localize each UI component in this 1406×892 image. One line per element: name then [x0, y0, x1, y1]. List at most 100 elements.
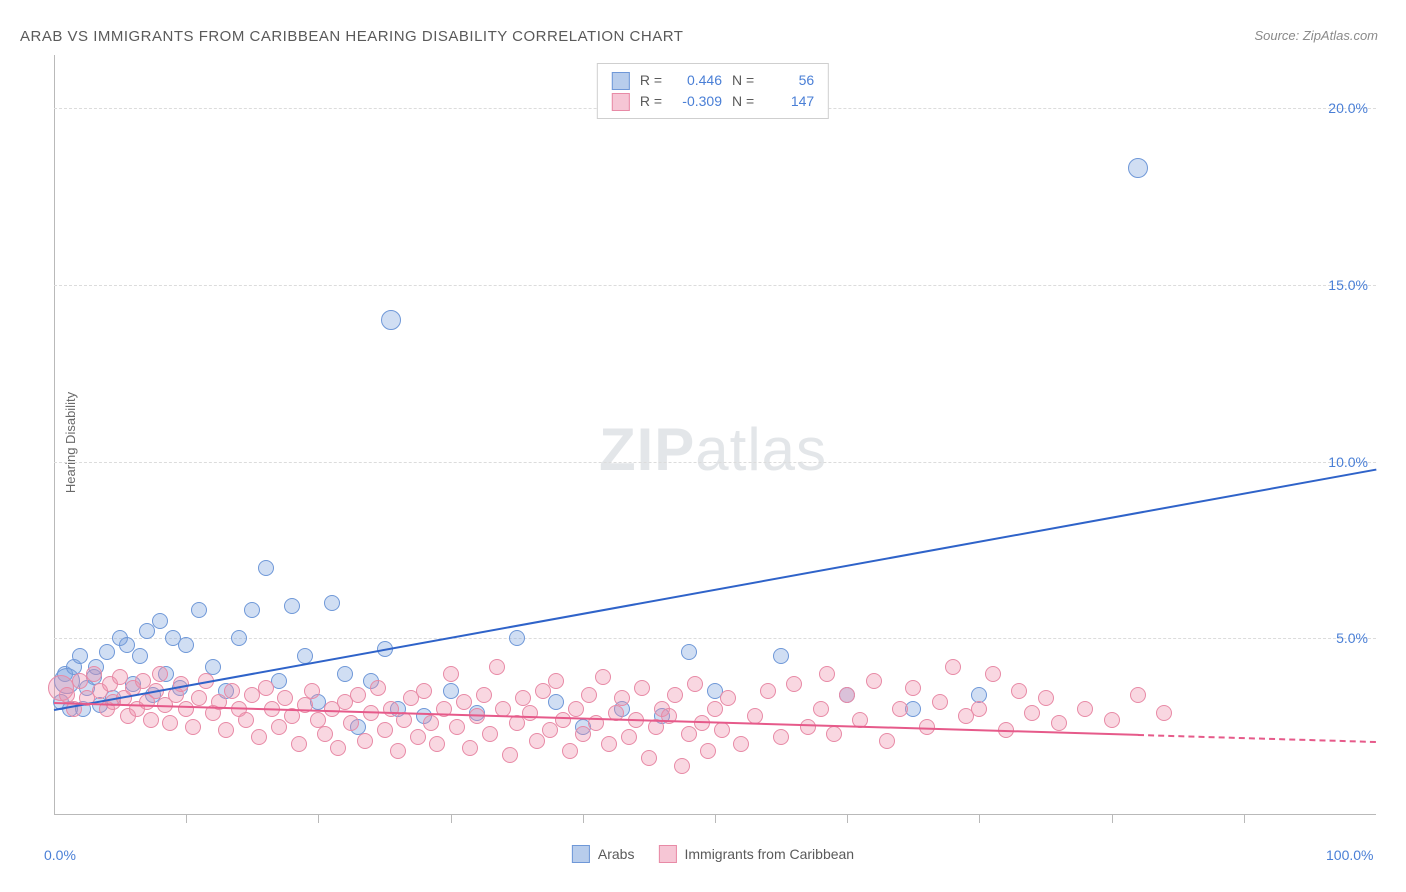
grid-line	[54, 638, 1376, 639]
data-point	[357, 733, 373, 749]
series-legend: Arabs Immigrants from Caribbean	[572, 845, 854, 863]
data-point	[178, 637, 194, 653]
data-point	[178, 701, 194, 717]
data-point	[548, 694, 564, 710]
data-point	[99, 644, 115, 660]
data-point	[462, 740, 478, 756]
legend-label-arabs: Arabs	[598, 846, 635, 862]
data-point	[330, 740, 346, 756]
data-point	[674, 758, 690, 774]
data-point	[826, 726, 842, 742]
data-point	[535, 683, 551, 699]
data-point	[143, 712, 159, 728]
data-point	[162, 715, 178, 731]
x-tick	[318, 815, 319, 823]
x-tick-label: 100.0%	[1326, 847, 1373, 863]
data-point	[786, 676, 802, 692]
data-point	[932, 694, 948, 710]
data-point	[416, 683, 432, 699]
data-point	[529, 733, 545, 749]
legend-item-caribbean: Immigrants from Caribbean	[658, 845, 854, 863]
data-point	[132, 648, 148, 664]
data-point	[714, 722, 730, 738]
data-point	[614, 690, 630, 706]
data-point	[681, 644, 697, 660]
data-point	[813, 701, 829, 717]
r-label: R =	[640, 70, 662, 91]
data-point	[271, 719, 287, 735]
r-label: R =	[640, 91, 662, 112]
x-tick	[1244, 815, 1245, 823]
data-point	[258, 560, 274, 576]
stats-row-caribbean: R = -0.309 N = 147	[612, 91, 814, 112]
data-point	[1038, 690, 1054, 706]
n-label: N =	[732, 70, 754, 91]
n-label: N =	[732, 91, 754, 112]
data-point	[819, 666, 835, 682]
y-tick-label: 10.0%	[1328, 454, 1368, 470]
y-tick-label: 15.0%	[1328, 277, 1368, 293]
data-point	[231, 630, 247, 646]
data-point	[86, 666, 102, 682]
data-point	[429, 736, 445, 752]
trend-line	[1138, 734, 1376, 743]
n-value-arabs: 56	[764, 70, 814, 91]
data-point	[707, 701, 723, 717]
data-point	[343, 715, 359, 731]
data-point	[1130, 687, 1146, 703]
data-point	[381, 310, 401, 330]
data-point	[621, 729, 637, 745]
data-point	[641, 750, 657, 766]
trend-line	[54, 469, 1376, 711]
data-point	[985, 666, 1001, 682]
data-point	[800, 719, 816, 735]
stats-legend: R = 0.446 N = 56 R = -0.309 N = 147	[597, 63, 829, 119]
swatch-arabs	[572, 845, 590, 863]
data-point	[1104, 712, 1120, 728]
data-point	[152, 613, 168, 629]
data-point	[945, 659, 961, 675]
data-point	[456, 694, 472, 710]
data-point	[1024, 705, 1040, 721]
r-value-caribbean: -0.309	[672, 91, 722, 112]
data-point	[866, 673, 882, 689]
data-point	[509, 630, 525, 646]
swatch-caribbean	[658, 845, 676, 863]
data-point	[905, 680, 921, 696]
data-point	[284, 598, 300, 614]
x-tick	[979, 815, 980, 823]
grid-line	[54, 285, 1376, 286]
data-point	[244, 602, 260, 618]
data-point	[839, 687, 855, 703]
data-point	[185, 719, 201, 735]
data-point	[410, 729, 426, 745]
x-tick	[451, 815, 452, 823]
data-point	[581, 687, 597, 703]
data-point	[1051, 715, 1067, 731]
data-point	[449, 719, 465, 735]
data-point	[733, 736, 749, 752]
data-point	[601, 736, 617, 752]
data-point	[423, 715, 439, 731]
swatch-caribbean	[612, 93, 630, 111]
data-point	[191, 690, 207, 706]
data-point	[258, 680, 274, 696]
data-point	[251, 729, 267, 745]
data-point	[687, 676, 703, 692]
data-point	[720, 690, 736, 706]
data-point	[892, 701, 908, 717]
swatch-arabs	[612, 72, 630, 90]
plot-region: 5.0%10.0%15.0%20.0%0.0%100.0%	[50, 55, 1376, 835]
data-point	[1128, 158, 1148, 178]
data-point	[760, 683, 776, 699]
data-point	[238, 712, 254, 728]
data-point	[548, 673, 564, 689]
data-point	[139, 623, 155, 639]
data-point	[489, 659, 505, 675]
n-value-caribbean: 147	[764, 91, 814, 112]
data-point	[773, 729, 789, 745]
data-point	[304, 683, 320, 699]
y-tick-label: 20.0%	[1328, 100, 1368, 116]
data-point	[482, 726, 498, 742]
source-label: Source: ZipAtlas.com	[1254, 28, 1378, 43]
